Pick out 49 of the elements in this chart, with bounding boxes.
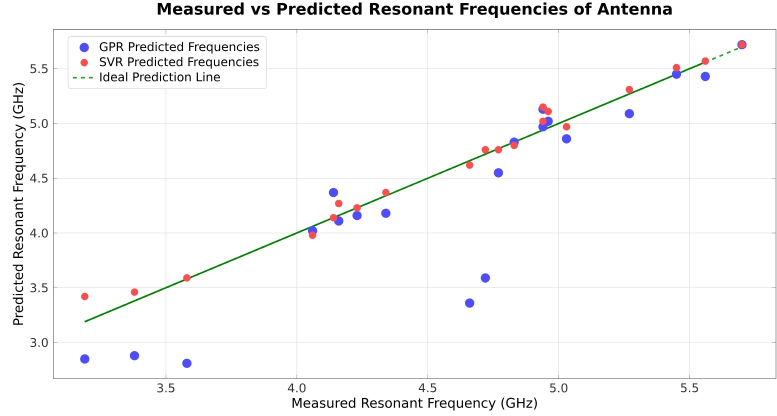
point bbox=[539, 118, 547, 126]
point bbox=[494, 146, 502, 154]
point bbox=[335, 200, 342, 208]
legend-label: GPR Predicted Frequencies bbox=[100, 42, 260, 54]
point bbox=[81, 292, 88, 300]
point bbox=[353, 204, 361, 212]
point bbox=[672, 64, 680, 72]
point bbox=[562, 134, 572, 144]
point bbox=[182, 358, 192, 368]
y-tick-label: 4.0 bbox=[30, 228, 48, 238]
point bbox=[308, 231, 316, 239]
chart-title: Measured vs Predicted Resonant Frequencies of Antenna bbox=[158, 2, 672, 18]
x-tick-label: 5.0 bbox=[550, 383, 568, 392]
y-tick-label: 3.0 bbox=[30, 338, 48, 348]
point bbox=[330, 214, 338, 222]
point bbox=[328, 188, 338, 198]
point bbox=[626, 86, 634, 94]
y-tick-label: 5.0 bbox=[30, 118, 48, 128]
point bbox=[494, 168, 504, 178]
legend-label: SVR Predicted Frequencies bbox=[100, 57, 259, 69]
point bbox=[130, 350, 140, 360]
x-tick-label: 4.0 bbox=[288, 383, 306, 392]
point bbox=[700, 72, 710, 82]
point bbox=[562, 123, 570, 131]
point bbox=[382, 188, 390, 196]
point bbox=[510, 142, 518, 150]
point bbox=[183, 274, 191, 282]
x-tick-label: 5.5 bbox=[680, 383, 698, 392]
legend-label: Ideal Prediction Line bbox=[100, 72, 220, 82]
point bbox=[466, 161, 474, 169]
x-tick-label: 4.5 bbox=[418, 383, 436, 392]
y-tick-label: 3.5 bbox=[30, 283, 48, 292]
y-axis-title: Predicted Resonant Frequency (GHz) bbox=[12, 83, 26, 325]
point bbox=[482, 146, 490, 154]
point bbox=[624, 108, 634, 118]
y-tick-label: 5.5 bbox=[30, 64, 48, 74]
point bbox=[130, 288, 138, 296]
point bbox=[672, 70, 682, 79]
point bbox=[480, 273, 490, 283]
y-tick-label: 4.5 bbox=[30, 174, 48, 183]
point bbox=[352, 210, 362, 220]
point bbox=[464, 298, 474, 308]
x-axis-title: Measured Resonant Frequency (GHz) bbox=[292, 398, 537, 411]
point bbox=[702, 57, 710, 65]
point bbox=[381, 208, 391, 218]
point bbox=[80, 354, 90, 364]
point bbox=[539, 103, 547, 111]
point bbox=[544, 108, 552, 116]
x-tick-label: 3.5 bbox=[157, 383, 174, 392]
